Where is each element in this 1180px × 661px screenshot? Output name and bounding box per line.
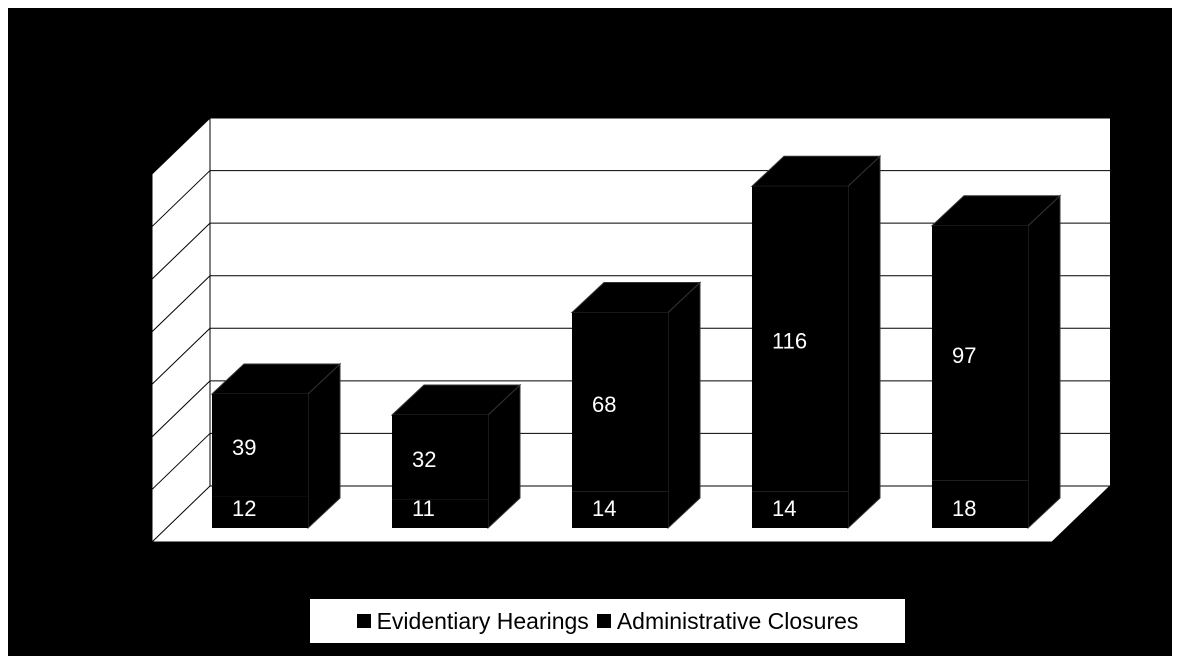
bar-administrative-closures xyxy=(752,186,848,492)
bar-evidentiary-hearings xyxy=(212,496,308,528)
legend-item-administrative-closures: Administrative Closures xyxy=(596,607,859,635)
bar-evidentiary-hearings xyxy=(392,499,488,528)
data-label-administrative-closures: 32 xyxy=(412,447,436,472)
legend-swatch xyxy=(596,614,611,628)
bar-administrative-closures xyxy=(212,393,308,497)
legend-item-evidentiary-hearings: Evidentiary Hearings xyxy=(356,607,589,635)
bar-administrative-closures xyxy=(932,225,1028,481)
floor-right-edge xyxy=(1051,485,1111,543)
data-label-evidentiary-hearings: 12 xyxy=(232,496,256,521)
data-label-evidentiary-hearings: 11 xyxy=(412,496,435,521)
data-label-evidentiary-hearings: 14 xyxy=(592,496,616,521)
legend-swatch xyxy=(356,614,371,628)
bar-evidentiary-hearings xyxy=(572,491,668,528)
legend-label: Administrative Closures xyxy=(616,607,859,634)
gridline-side xyxy=(151,222,211,280)
bar-side xyxy=(1027,194,1061,530)
bar-side xyxy=(667,281,701,530)
data-label-evidentiary-hearings: 14 xyxy=(772,496,796,521)
bar-side xyxy=(847,155,881,530)
gridline-side xyxy=(151,433,211,490)
bar-evidentiary-hearings xyxy=(752,491,848,528)
legend: Evidentiary Hearings Administrative Clos… xyxy=(310,599,905,643)
data-label-administrative-closures: 39 xyxy=(232,435,256,460)
data-label-administrative-closures: 68 xyxy=(592,392,616,417)
data-labels: 12 39 11 32 14 68 14 116 18 97 xyxy=(232,329,976,521)
gridline-side xyxy=(151,485,211,543)
chart-frame: 12 39 11 32 14 68 14 116 18 97 Evidentiary Hearin… xyxy=(8,8,1172,656)
bar-series xyxy=(210,155,1062,530)
gridline-side xyxy=(151,170,211,227)
data-label-administrative-closures: 97 xyxy=(952,343,976,368)
bar-administrative-closures xyxy=(392,414,488,500)
gridline-side xyxy=(151,380,211,438)
legend-label: Evidentiary Hearings xyxy=(376,607,589,634)
gridline-side xyxy=(151,275,211,333)
gridline-side xyxy=(151,327,211,385)
data-label-evidentiary-hearings: 18 xyxy=(952,496,976,521)
bar-administrative-closures xyxy=(572,312,668,492)
chart-plot: 12 39 11 32 14 68 14 116 18 97 xyxy=(151,117,1111,543)
data-label-administrative-closures: 116 xyxy=(772,329,807,354)
gridline-side xyxy=(151,117,211,175)
bar-evidentiary-hearings xyxy=(932,480,1028,528)
